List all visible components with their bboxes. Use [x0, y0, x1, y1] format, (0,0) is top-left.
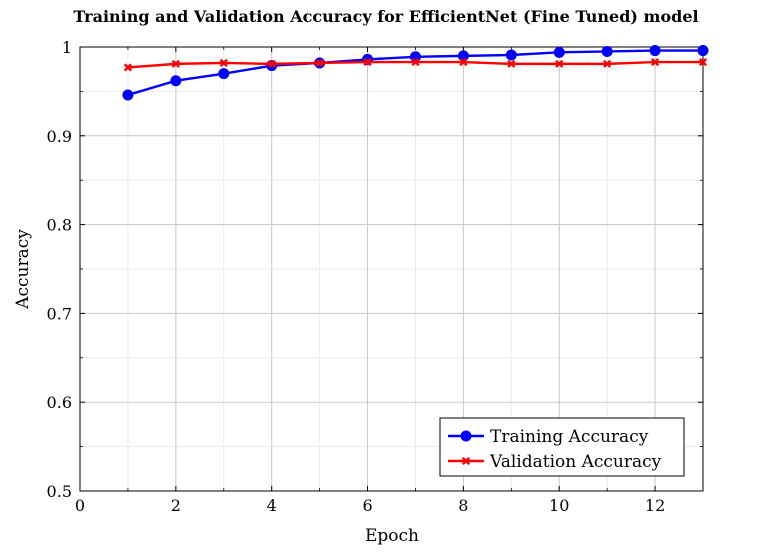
minor-grid	[80, 47, 703, 491]
data-point	[505, 49, 517, 61]
data-point	[171, 59, 180, 68]
x-tick-label: 8	[458, 496, 468, 515]
x-tick-label: 10	[549, 496, 569, 515]
marker-stroke	[555, 59, 564, 68]
marker-stroke	[267, 59, 276, 68]
data-point	[698, 58, 708, 67]
data-point	[651, 58, 660, 67]
y-tick-label: 0.8	[47, 216, 72, 235]
marker-stroke	[461, 456, 471, 466]
x-tick-label: 0	[75, 496, 85, 515]
y-tick-label: 0.7	[47, 304, 72, 323]
data-point	[123, 63, 132, 72]
data-point	[555, 59, 564, 68]
y-tick-label: 0.9	[47, 127, 72, 146]
marker-stroke	[459, 58, 468, 67]
data-point	[266, 60, 278, 72]
legend-label: Validation Accuracy	[489, 452, 662, 472]
legend-marker	[461, 456, 471, 466]
series-validation	[123, 58, 708, 72]
chart-title: Training and Validation Accuracy for Eff…	[73, 7, 698, 26]
legend: Training Accuracy Validation Accuracy	[439, 417, 685, 477]
series-layer	[122, 45, 709, 101]
x-tick-label: 2	[171, 496, 181, 515]
y-tick-label: 1	[62, 38, 72, 57]
data-point	[122, 89, 134, 101]
y-tick-label: 0.6	[47, 393, 72, 412]
data-point	[507, 59, 516, 68]
legend-marker	[460, 430, 472, 442]
marker-stroke	[171, 59, 180, 68]
x-tick-label: 12	[645, 496, 665, 515]
data-point	[218, 68, 230, 80]
data-point	[315, 58, 324, 68]
marker-stroke	[603, 59, 612, 68]
data-point	[649, 45, 661, 57]
marker-stroke	[219, 58, 228, 68]
x-tick-label: 6	[362, 496, 372, 515]
x-tick-labels: 0 2 4 6 8 10 12	[75, 496, 665, 515]
data-point	[459, 58, 468, 67]
data-point	[411, 58, 420, 67]
y-tick-label: 0.5	[47, 482, 72, 501]
data-point	[601, 45, 613, 57]
legend-label: Training Accuracy	[490, 427, 649, 447]
data-point	[170, 75, 182, 87]
data-point	[697, 45, 709, 57]
marker-stroke	[651, 58, 660, 67]
data-point	[603, 59, 612, 68]
x-axis-label: Epoch	[365, 526, 419, 546]
marker-stroke	[363, 58, 372, 67]
y-axis-label: Accuracy	[13, 229, 33, 310]
marker-stroke	[411, 58, 420, 67]
data-point	[219, 58, 228, 68]
data-point	[553, 46, 565, 58]
y-tick-labels: 0.5 0.6 0.7 0.8 0.9 1	[47, 38, 72, 501]
axis-ticks	[79, 46, 703, 492]
data-point	[267, 59, 276, 68]
data-point	[363, 58, 372, 67]
marker-stroke	[123, 63, 132, 72]
legend-box	[439, 417, 685, 477]
x-tick-label: 4	[267, 496, 277, 515]
marker-stroke	[507, 59, 516, 68]
marker-stroke	[315, 58, 324, 68]
marker-stroke	[698, 58, 708, 67]
